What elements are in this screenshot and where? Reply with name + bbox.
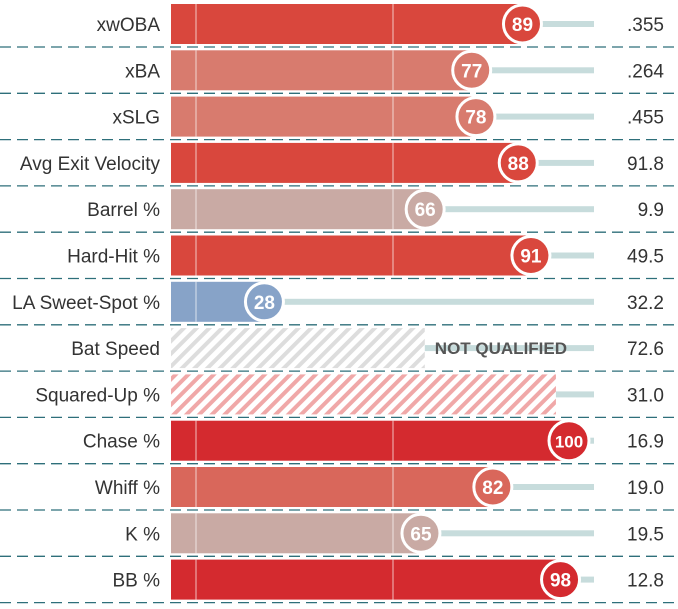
metric-value: 91.8 xyxy=(627,154,664,175)
percentile-bar xyxy=(171,142,519,183)
percentile-badge xyxy=(510,235,552,276)
percentile-value: 77 xyxy=(461,61,482,82)
percentile-badge xyxy=(472,466,514,508)
percentile-badge xyxy=(540,559,582,601)
percentile-bar xyxy=(171,96,476,137)
metric-row: xBA 77 .264 xyxy=(0,49,678,94)
percentile-badge xyxy=(547,419,591,463)
metric-value: .355 xyxy=(627,15,664,36)
percentile-value: 66 xyxy=(415,200,436,221)
percentile-value: 78 xyxy=(465,108,486,129)
metric-value: 31.0 xyxy=(627,385,664,406)
metric-label: xBA xyxy=(125,61,160,82)
metric-row: Hard-Hit % 91 49.5 xyxy=(0,235,678,280)
not-qualified-bar xyxy=(171,374,556,415)
percentile-badge xyxy=(404,188,446,230)
percentile-badge xyxy=(501,3,543,45)
metric-row: BB % 98 12.8 xyxy=(0,559,678,604)
not-qualified-bar xyxy=(171,328,425,369)
percentile-value: 88 xyxy=(508,154,529,175)
percentile-value: 100 xyxy=(555,433,583,452)
metric-value: 19.0 xyxy=(627,478,664,499)
percentile-bar xyxy=(171,559,561,600)
metric-value: 19.5 xyxy=(627,524,664,545)
percentile-value: 98 xyxy=(550,571,571,592)
percentile-bar xyxy=(171,467,493,507)
percentile-badge xyxy=(243,281,285,323)
percentile-badge xyxy=(455,96,497,138)
percentile-badge xyxy=(451,49,493,91)
metric-label: Chase % xyxy=(83,432,160,453)
percentile-value: 91 xyxy=(520,247,542,268)
metric-label: BB % xyxy=(112,571,160,592)
metric-row: Chase % 100 16.9 xyxy=(0,419,678,465)
percentile-bar xyxy=(171,235,531,276)
metric-row: K % 65 19.5 xyxy=(0,512,678,557)
percentile-value: 82 xyxy=(482,478,503,499)
metric-row: Whiff % 82 19.0 xyxy=(0,466,678,511)
percentile-bar xyxy=(171,420,569,461)
percentile-bar xyxy=(171,513,421,554)
metric-value: 16.9 xyxy=(627,432,664,453)
percentile-bar xyxy=(171,4,523,44)
percentile-bar xyxy=(171,189,426,230)
metric-value: 32.2 xyxy=(627,293,664,314)
metric-row: xSLG 78 .455 xyxy=(0,96,678,141)
percentile-value: 28 xyxy=(254,293,275,314)
percentile-value: 65 xyxy=(410,524,432,545)
metric-row: Barrel % 66 9.9 xyxy=(0,188,678,233)
percentile-badge xyxy=(400,512,442,554)
metric-label: LA Sweet-Spot % xyxy=(12,293,160,314)
percentile-badge xyxy=(497,142,539,184)
metric-row: Avg Exit Velocity 88 91.8 xyxy=(0,142,678,187)
metric-row: Squared-Up % 31.0 xyxy=(0,374,678,419)
metric-value: 72.6 xyxy=(627,339,664,360)
metric-row: Bat Speed NOT QUALIFIED 72.6 xyxy=(0,328,678,372)
metric-value: .455 xyxy=(627,108,664,129)
metric-label: Squared-Up % xyxy=(35,385,160,406)
percentile-value: 89 xyxy=(512,15,533,36)
metric-label: xwOBA xyxy=(97,15,161,36)
metric-value: 49.5 xyxy=(627,247,664,268)
metric-label: Barrel % xyxy=(87,200,160,221)
percentile-track xyxy=(171,298,594,305)
percentile-bar xyxy=(171,50,472,91)
metric-label: Hard-Hit % xyxy=(67,247,160,268)
metric-label: Bat Speed xyxy=(71,339,160,360)
metric-row: xwOBA 89 .355 xyxy=(0,3,678,48)
metric-value: 9.9 xyxy=(638,200,664,221)
metric-value: 12.8 xyxy=(627,571,664,592)
metric-value: .264 xyxy=(627,61,664,82)
metric-label: K % xyxy=(125,524,160,545)
metric-label: Avg Exit Velocity xyxy=(20,154,161,175)
metric-row: LA Sweet-Spot % 28 32.2 xyxy=(0,281,678,326)
metric-label: xSLG xyxy=(112,108,160,129)
not-qualified-label: NOT QUALIFIED xyxy=(435,339,567,358)
metric-label: Whiff % xyxy=(95,478,160,499)
